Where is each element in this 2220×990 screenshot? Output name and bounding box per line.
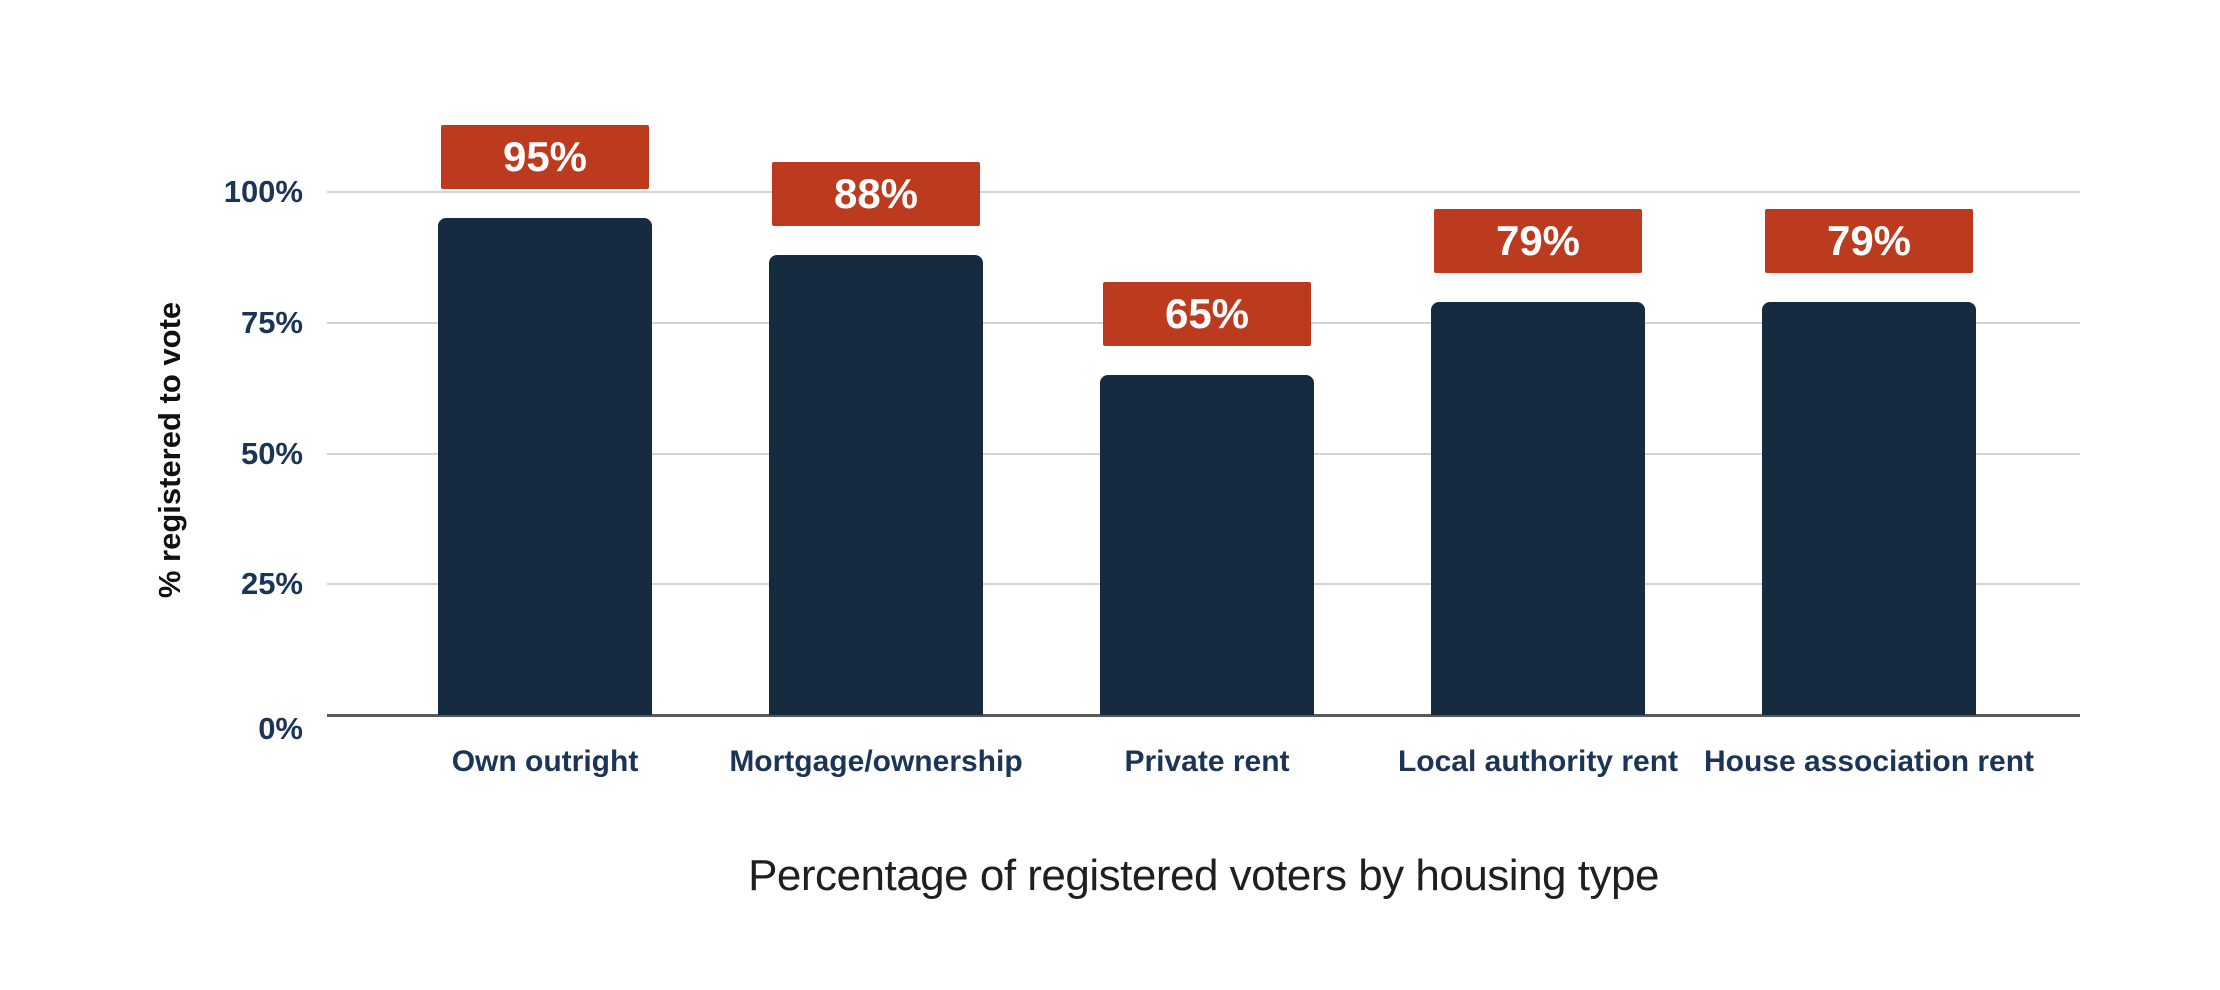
x-axis-label-own-outright: Own outright [451, 745, 639, 778]
y-axis-title: % registered to vote [152, 301, 187, 599]
bar-house-association-rent [1762, 301, 1976, 715]
gridline-100 [327, 191, 2080, 193]
y-tick-label-50: 50% [240, 435, 303, 471]
y-tick-label-25: 25% [240, 566, 303, 602]
chart-title: Percentage of registered voters by housi… [748, 851, 1659, 900]
x-axis-line [327, 714, 2080, 717]
bar-local-authority-rent [1431, 301, 1645, 715]
data-label-mortgage-ownership: 88% [772, 161, 980, 226]
data-label-local-authority-rent: 79% [1434, 208, 1642, 273]
bar-mortgage-ownership [769, 254, 983, 715]
y-tick-label-75: 75% [240, 304, 303, 340]
data-label-own-outright: 95% [441, 125, 649, 190]
y-tick-label-100: 100% [223, 174, 303, 209]
bar-private-rent [1100, 375, 1314, 715]
x-axis-label-house-association-rent: House association rent [1703, 745, 2035, 778]
data-label-private-rent: 65% [1103, 282, 1311, 347]
x-axis-label-mortgage-ownership: Mortgage/ownership [729, 745, 1023, 778]
data-label-house-association-rent: 79% [1765, 208, 1973, 273]
x-axis-label-private-rent: Private rent [1124, 745, 1290, 778]
bar-own-outright [438, 218, 652, 715]
y-tick-label-0: 0% [258, 711, 303, 746]
x-axis-label-local-authority-rent: Local authority rent [1397, 745, 1679, 778]
